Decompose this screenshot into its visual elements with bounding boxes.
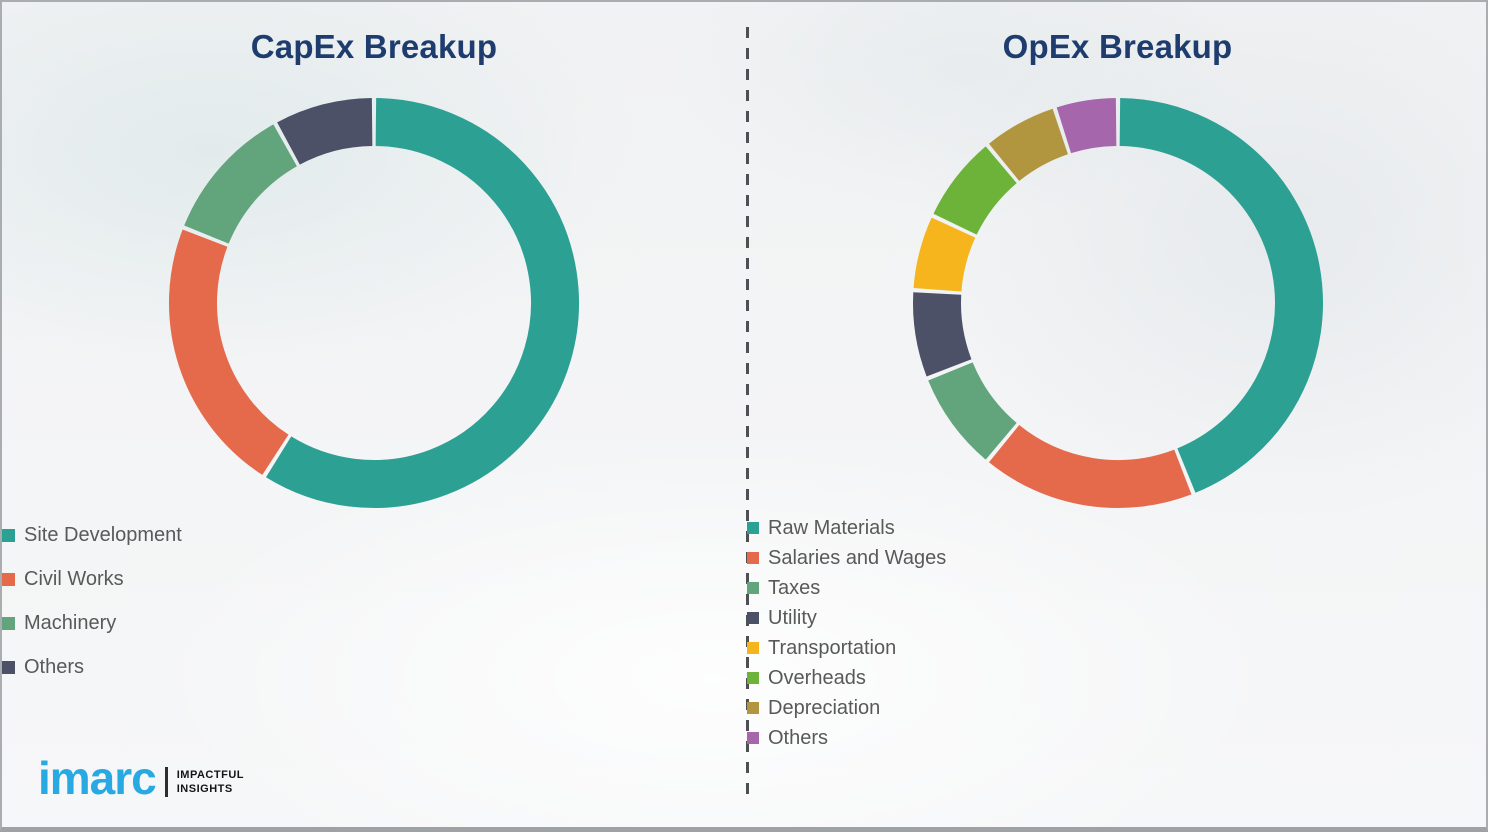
legend-label-overheads: Overheads (768, 666, 866, 689)
opex-legend: Raw Materials Salaries and Wages Taxes Util… (747, 513, 1486, 753)
legend-label-utility: Utility (768, 606, 817, 629)
legend-swatch-others (2, 660, 15, 674)
legend-swatch-raw-materials (747, 522, 759, 534)
legend-swatch-salaries-and-wages (747, 552, 759, 564)
capex-legend: Site Development Civil Works Machinery Othe… (2, 513, 746, 689)
legend-label-raw-materials: Raw Materials (768, 516, 895, 539)
opex-title: OpEx Breakup (1002, 28, 1233, 65)
opex-segment-raw-materials (1118, 98, 1323, 493)
opex-segment-overheads (932, 146, 1017, 236)
legend-item-site-development: Site Development (2, 513, 746, 557)
legend-item-salaries-and-wages: Salaries and Wages (747, 543, 1486, 573)
dashed-divider (746, 27, 749, 794)
legend-item-transportation: Transportation (747, 633, 1486, 663)
legend-item-civil-works: Civil Works (2, 557, 746, 601)
opex-segment-others (1056, 98, 1117, 154)
legend-label-transportation: Transportation (768, 636, 897, 659)
legend-swatch-machinery (2, 616, 15, 630)
legend-item-others: Others (747, 723, 1486, 753)
legend-swatch-utility (747, 612, 759, 624)
legend-swatch-taxes (747, 582, 759, 594)
legend-label-civil-works: Civil Works (24, 567, 124, 590)
logo-divider-bar (164, 767, 168, 797)
legend-swatch-transportation (747, 642, 759, 654)
tagline-line-2: INSIGHTS (176, 783, 233, 795)
legend-label-salaries-and-wages: Salaries and Wages (768, 546, 947, 569)
legend-item-depreciation: Depreciation (747, 693, 1486, 723)
legend-label-others: Others (24, 655, 85, 678)
opex-segment-transportation (913, 217, 976, 293)
legend-label-site-development: Site Development (24, 523, 182, 546)
opex-segment-depreciation (988, 108, 1069, 182)
capex-segment-site-development (266, 98, 579, 508)
opex-donut-chart (912, 98, 1323, 508)
legend-swatch-site-development (2, 528, 15, 542)
legend-swatch-depreciation (747, 702, 759, 714)
legend-label-others: Others (768, 726, 829, 749)
tagline-line-1: IMPACTFUL (176, 768, 244, 781)
legend-item-raw-materials: Raw Materials (747, 513, 1486, 543)
legend-item-others: Others (2, 645, 746, 689)
capex-segment-others (277, 98, 373, 165)
legend-item-taxes: Taxes (747, 573, 1486, 603)
legend-swatch-civil-works (2, 572, 15, 586)
imarc-logo-wordmark: imarc (38, 752, 157, 804)
capex-segment-machinery (184, 124, 298, 245)
capex-panel: CapEx Breakup Site Development Civil Work… (2, 2, 746, 827)
legend-item-machinery: Machinery (2, 601, 746, 645)
imarc-logo-tagline: IMPACTFUL INSIGHTS (177, 768, 244, 797)
legend-item-overheads: Overheads (747, 663, 1486, 693)
legend-swatch-others (747, 732, 759, 744)
capex-donut-chart (169, 98, 579, 508)
legend-item-utility: Utility (747, 603, 1486, 633)
legend-label-taxes: Taxes (768, 576, 821, 599)
opex-segment-utility (912, 292, 972, 377)
opex-segment-salaries-and-wages (988, 424, 1191, 508)
legend-swatch-overheads (747, 672, 759, 684)
imarc-logo: imarc IMPACTFUL INSIGHTS (38, 755, 244, 801)
capex-title: CapEx Breakup (250, 28, 498, 65)
capex-segment-civil-works (169, 229, 289, 475)
opex-panel: OpEx Breakup Raw Materials Salaries and W… (747, 2, 1486, 827)
legend-label-machinery: Machinery (24, 611, 117, 634)
opex-segment-taxes (927, 361, 1017, 460)
legend-label-depreciation: Depreciation (768, 696, 881, 719)
